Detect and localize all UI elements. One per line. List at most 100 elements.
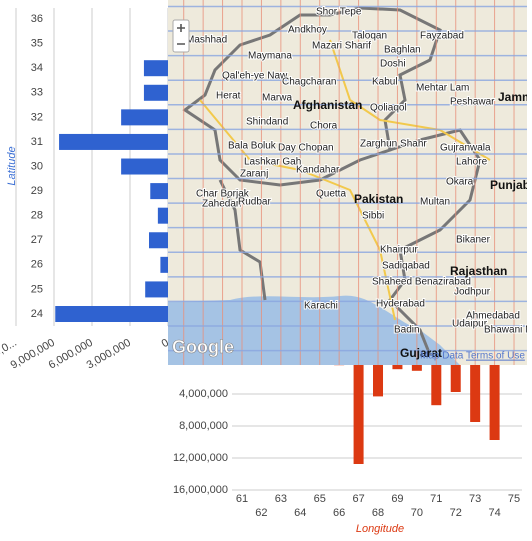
map-label: Zarghun Shahr [360, 139, 427, 150]
map-label: Chagcharan [282, 77, 336, 88]
x-tick-label: 75 [508, 493, 520, 505]
map-label: Gujarat [400, 346, 442, 360]
axis-title: Latitude [6, 146, 18, 185]
map-label: Lahore [456, 157, 488, 168]
map-grid [168, 0, 527, 365]
y-tick-label: 25 [31, 283, 43, 295]
y-tick-label: 33 [31, 87, 43, 99]
bar [411, 362, 422, 371]
map-logo: Google [172, 337, 234, 357]
y-tick-label: 28 [31, 210, 43, 222]
y-tick-label: 12,000,000 [173, 452, 228, 464]
map-label: Shor Tepe [316, 7, 362, 18]
bar [150, 183, 168, 200]
map-label: Udaipur [452, 319, 488, 330]
y-tick-label: 16,000,000 [173, 484, 228, 496]
y-tick-label: 34 [31, 62, 43, 74]
bar [489, 362, 500, 440]
bar [392, 362, 403, 370]
map-label: Char Borjak [196, 189, 250, 200]
bar [121, 109, 168, 126]
y-tick-label: 36 [31, 13, 43, 25]
x-tick-label: 64 [294, 507, 306, 519]
terms-link[interactable]: Terms of Use [466, 351, 525, 362]
map[interactable]: Shor Tepe Andkhoy Mazari Sharif Taloqan … [164, 0, 532, 365]
map-label: Khairpur [380, 245, 418, 256]
map-label: Doshi [380, 59, 406, 70]
map-label: Jodhpur [454, 287, 491, 298]
map-label: Fayzabad [420, 31, 464, 42]
y-tick-label: 8,000,000 [179, 420, 228, 432]
bar [160, 256, 168, 273]
map-label: Sadiqabad [382, 261, 430, 272]
bar [450, 362, 461, 392]
map-label: Sibbi [362, 211, 384, 222]
map-label: Bala Boluk [228, 141, 277, 152]
map-label: Shaheed Benazirabad [372, 277, 471, 288]
map-label: Gujranwala [440, 143, 491, 154]
map-label: Punjab [490, 178, 530, 192]
map-label: Mashhad [186, 35, 227, 46]
y-tick-label: 24 [31, 308, 43, 320]
map-label: Mehtar Lam [416, 83, 469, 94]
map-label: Rudbar [238, 197, 271, 208]
zoom-icons [177, 24, 185, 45]
map-label: Shindand [246, 117, 288, 128]
x-tick-label: 62 [255, 507, 267, 519]
y-tick-label: 30 [31, 160, 43, 172]
bar [55, 306, 169, 322]
bar [157, 207, 168, 224]
map-label: Qal'eh-ye Naw [222, 71, 288, 82]
axis-title: Longitude [356, 523, 404, 535]
map-data-link[interactable]: Map Data [420, 351, 464, 362]
x-tick-label: 63 [275, 493, 287, 505]
map-label: Afghanistan [293, 98, 362, 112]
map-label: Chora [310, 121, 338, 132]
map-label: Rajasthan [450, 264, 507, 278]
map-label: Karachi [304, 301, 338, 312]
y-tick-label: 35 [31, 38, 43, 50]
bar [143, 60, 168, 77]
map-label: Kabul [372, 77, 398, 88]
map-label: Peshawar [450, 97, 495, 108]
x-tick-label: 74 [488, 507, 500, 519]
map-label: Marwa [262, 93, 292, 104]
map-label: Multan [420, 197, 450, 208]
map-label: Quetta [316, 189, 346, 200]
y-tick-label: 4,000,000 [179, 388, 228, 400]
y-tick-label: 27 [31, 234, 43, 246]
map-label: Badin [394, 325, 420, 336]
map-label: Mazari Sharif [312, 41, 371, 52]
x-tick-label: 72 [450, 507, 462, 519]
x-tick-label: 0 [160, 337, 171, 350]
y-tick-label: 26 [31, 259, 43, 271]
map-label: Maymana [248, 51, 292, 62]
bar [373, 362, 384, 397]
bar [353, 362, 364, 464]
x-tick-label: 71 [430, 493, 442, 505]
bar [470, 362, 481, 422]
x-tick-label: 66 [333, 507, 345, 519]
x-tick-label: 70 [411, 507, 423, 519]
map-label: Hyderabad [376, 299, 425, 310]
map-label: Pakistan [354, 192, 403, 206]
y-tick-label: 29 [31, 185, 43, 197]
map-label: Okara [446, 177, 474, 188]
map-label: Bhawani Mandi [484, 325, 532, 336]
x-tick-label: 67 [352, 493, 364, 505]
bar [145, 281, 168, 298]
y-tick-label: 32 [31, 111, 43, 123]
x-tick-label: 61 [236, 493, 248, 505]
y-tick-label: 31 [31, 136, 43, 148]
x-tick-label: 73 [469, 493, 481, 505]
map-label: Andkhoy [288, 25, 327, 36]
map-label: Zaranj [240, 169, 268, 180]
map-label: Ahmedabad [466, 311, 520, 322]
bar [59, 133, 168, 150]
map-label: Jammu [498, 90, 532, 104]
x-tick-label: 65 [314, 493, 326, 505]
map-label: Bikaner [456, 235, 491, 246]
map-label: Zahedan [202, 199, 241, 210]
map-label: Herat [216, 91, 241, 102]
